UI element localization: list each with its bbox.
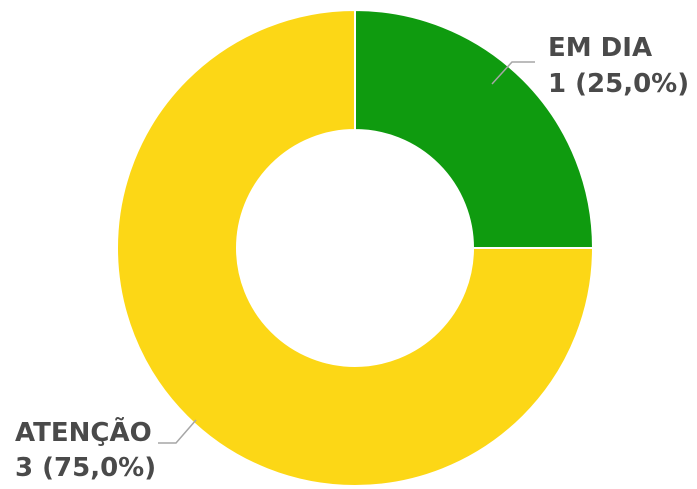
donut-slice-em-dia[interactable]: [354, 8, 595, 249]
leader-line-atencao: [158, 419, 197, 444]
slice-value-label-atencao: 3 (75,0%): [15, 453, 156, 483]
slice-label-atencao: ATENÇÃO: [15, 416, 152, 448]
leader-line-em-dia: [491, 61, 535, 85]
slice-label-em-dia: EM DIA: [548, 33, 652, 63]
donut-slices: [116, 8, 595, 487]
slice-value-label-em-dia: 1 (25,0%): [548, 69, 689, 99]
donut-slice-atencao[interactable]: [116, 8, 595, 487]
